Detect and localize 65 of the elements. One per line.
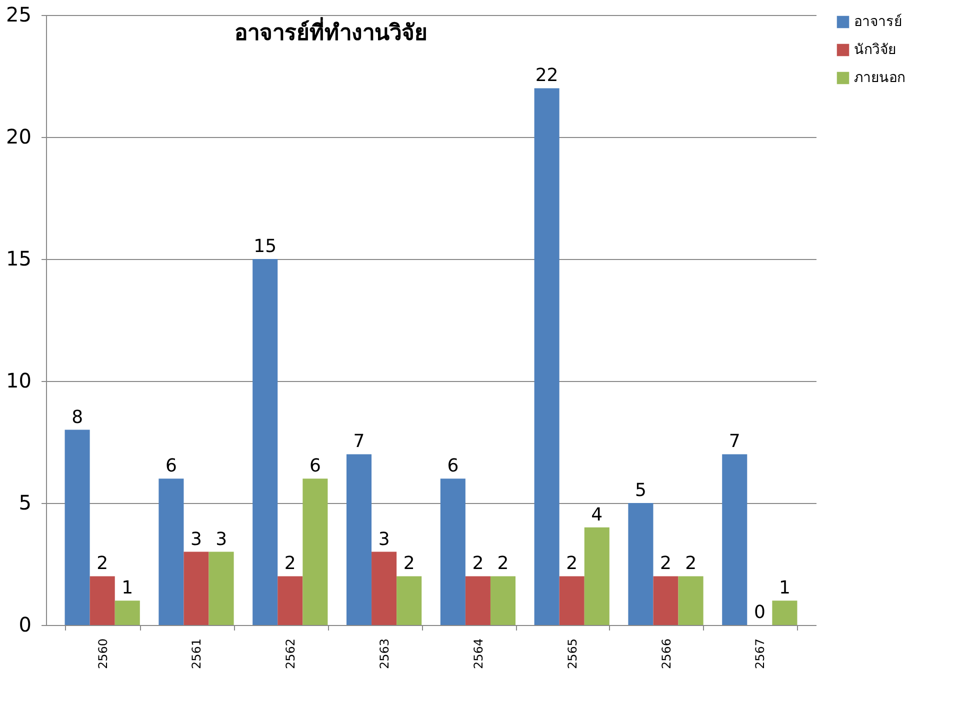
bar — [490, 576, 516, 625]
x-tick-label: 2562 — [284, 638, 298, 670]
x-tick-label: 2565 — [565, 638, 580, 670]
bar — [465, 576, 490, 625]
data-label: 22 — [535, 65, 558, 86]
y-tick-label: 5 — [18, 490, 32, 514]
bar — [628, 503, 654, 625]
bar — [722, 454, 748, 625]
data-label: 3 — [378, 528, 390, 550]
data-label: 3 — [190, 528, 202, 550]
bar — [534, 88, 560, 625]
data-label: 6 — [165, 456, 177, 477]
bar — [114, 600, 140, 625]
bar — [278, 576, 303, 625]
bar — [653, 576, 678, 625]
bar — [772, 600, 798, 625]
data-label: 1 — [122, 578, 134, 599]
chart-title: อาจารย์ที่ทำงานวิจัย — [234, 16, 428, 46]
data-label: 15 — [254, 236, 277, 257]
x-tick-label: 2563 — [378, 638, 392, 670]
bar — [396, 576, 422, 625]
bar — [184, 552, 209, 625]
y-tick-label: 10 — [6, 368, 32, 392]
data-label: 2 — [566, 553, 578, 574]
data-label: 7 — [728, 431, 740, 452]
data-label: 1 — [778, 578, 790, 599]
data-label: 3 — [216, 528, 228, 550]
y-tick-label: 25 — [6, 2, 32, 26]
y-tick-label: 20 — [6, 124, 32, 148]
bar — [252, 259, 278, 625]
x-tick-label: 2560 — [96, 638, 110, 670]
data-label: 6 — [447, 456, 459, 477]
bar — [372, 552, 397, 625]
data-label: 2 — [284, 553, 296, 574]
bar — [208, 552, 234, 625]
data-label: 2 — [660, 553, 672, 574]
bar — [90, 576, 115, 625]
legend-label: ภายนอก — [854, 70, 905, 86]
y-tick-label: 0 — [18, 612, 32, 636]
bar — [678, 576, 704, 625]
data-label: 4 — [591, 504, 603, 526]
data-label: 2 — [497, 553, 509, 574]
data-label: 5 — [634, 480, 646, 501]
data-label: 7 — [353, 431, 365, 452]
x-tick-label: 2567 — [753, 638, 768, 670]
data-label: 2 — [96, 553, 108, 574]
y-tick-label: 15 — [6, 246, 32, 270]
x-tick-label: 2566 — [659, 638, 674, 670]
data-label: 2 — [472, 553, 484, 574]
data-label: 0 — [754, 602, 766, 623]
bar — [302, 478, 328, 625]
bar — [559, 576, 584, 625]
x-tick-label: 2564 — [471, 638, 486, 670]
bar — [64, 430, 90, 625]
data-label: 6 — [309, 456, 321, 477]
data-label: 2 — [403, 553, 415, 574]
x-tick-label: 2561 — [190, 638, 204, 670]
data-label: 2 — [685, 553, 697, 574]
bar — [158, 478, 184, 625]
legend-label: อาจารย์ — [854, 13, 902, 30]
legend-label: นักวิจัย — [854, 42, 896, 58]
bar — [440, 478, 466, 625]
bar — [346, 454, 372, 625]
bar — [584, 527, 610, 625]
data-label: 8 — [72, 406, 84, 428]
